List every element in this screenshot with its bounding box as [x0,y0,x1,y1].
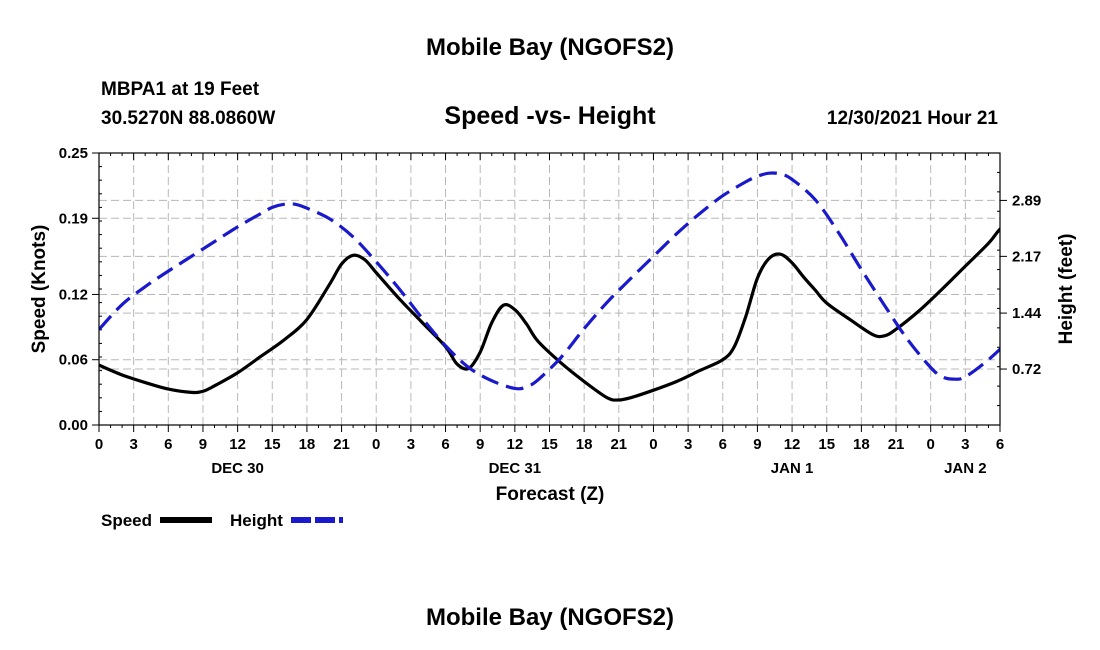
forecast-time-label: 12/30/2021 Hour 21 [827,108,999,129]
x-tick-label: 12 [229,436,246,453]
x-tick-label: 21 [333,436,350,453]
x-tick-label: 6 [164,436,172,453]
grid-lines [99,153,1000,425]
x-tick-label: 9 [753,436,761,453]
station-label: MBPA1 at 19 Feet [101,79,260,100]
x-tick-label: 9 [476,436,484,453]
x-tick-label: 3 [961,436,969,453]
right-axis-ticks: 0.72 1.44 2.17 2.89 [997,171,1042,407]
y-right-tick-label: 2.89 [1012,192,1041,209]
x-tick-label: 0 [372,436,380,453]
series-line-height [99,171,1000,391]
y-left-tick-label: 0.19 [59,210,88,227]
date-label: DEC 31 [489,460,542,477]
date-label: JAN 1 [771,460,814,477]
x-tick-label: 9 [199,436,207,453]
x-axis-ticks: 0 3 6 9 12 15 18 21 0 3 6 9 12 15 18 21 0 3 6 9 12 15 18 21 0 3 6 D… [95,153,1004,477]
left-axis-title: Speed (Knots) [29,225,50,354]
x-tick-label: 6 [996,436,1004,453]
y-left-tick-label: 0.00 [59,417,88,434]
x-tick-label: 0 [95,436,103,453]
legend-height-label: Height [230,511,283,530]
x-tick-label: 21 [610,436,627,453]
x-tick-label: 6 [441,436,449,453]
x-tick-label: 0 [927,436,935,453]
x-tick-label: 15 [264,436,281,453]
x-tick-label: 18 [299,436,316,453]
y-right-tick-label: 1.44 [1012,305,1042,322]
date-label: DEC 30 [211,460,264,477]
x-axis-title: Forecast (Z) [496,484,605,505]
coords-label: 30.5270N 88.0860W [101,108,275,129]
y-right-tick-label: 0.72 [1012,361,1041,378]
series-lines [99,171,1000,402]
x-tick-label: 12 [784,436,801,453]
y-left-tick-label: 0.12 [59,286,88,303]
left-axis-ticks: 0.00 0.06 0.12 0.19 0.25 [59,145,102,434]
x-tick-label: 21 [888,436,905,453]
x-tick-label: 6 [719,436,727,453]
plot-frame [98,152,1001,426]
series-line-speed [99,226,1000,402]
x-tick-label: 3 [129,436,137,453]
x-tick-label: 15 [541,436,558,453]
x-tick-label: 18 [576,436,593,453]
y-left-tick-label: 0.25 [59,145,88,162]
date-label: JAN 2 [944,460,987,477]
legend-speed-label: Speed [101,511,152,530]
x-tick-label: 18 [853,436,870,453]
x-tick-label: 15 [818,436,835,453]
legend: Speed Height [101,511,343,530]
y-left-tick-label: 0.06 [59,352,88,369]
x-tick-label: 0 [649,436,657,453]
x-tick-label: 12 [507,436,524,453]
y-right-tick-label: 2.17 [1012,248,1041,265]
top-title: Mobile Bay (NGOFS2) [426,34,674,61]
chart-title: Speed -vs- Height [444,102,656,130]
bottom-title: Mobile Bay (NGOFS2) [426,604,674,631]
right-axis-title: Height (feet) [1056,234,1077,345]
x-tick-label: 3 [684,436,692,453]
x-tick-label: 3 [407,436,415,453]
